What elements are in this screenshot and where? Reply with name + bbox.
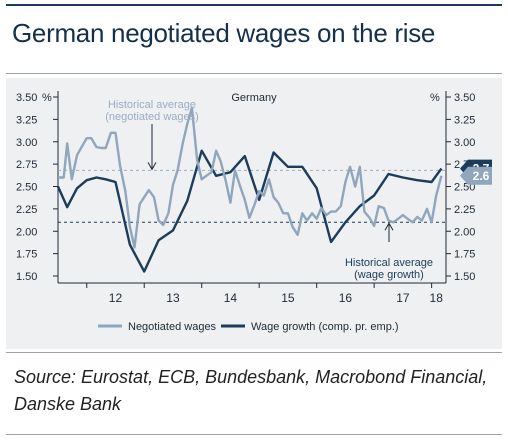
y-tick-label-left: 2.75 <box>16 159 37 171</box>
chart-title: Germany <box>231 92 277 104</box>
y-tick-label-left: 2.25 <box>16 204 37 216</box>
legend-label: Wage growth (comp. pr. emp.) <box>251 321 399 333</box>
reference-label: (negotiated wages) <box>105 111 199 123</box>
series-line <box>58 106 443 249</box>
x-tick-label: 16 <box>339 291 353 305</box>
x-tick-label: 17 <box>396 291 410 305</box>
y-tick-label-right: 3.25 <box>454 114 475 126</box>
y-tick-label-right: 2.00 <box>454 226 475 238</box>
x-tick-label: 13 <box>166 291 180 305</box>
y-tick-label-left: 2.50 <box>16 182 37 194</box>
x-tick-label: 12 <box>109 291 123 305</box>
x-tick-label: 18 <box>430 291 444 305</box>
chart-panel <box>6 78 502 349</box>
reference-label: Historical average <box>108 99 196 111</box>
series-line <box>56 149 443 273</box>
annotation-arrowhead <box>384 222 394 231</box>
end-value-tag: 2.6 <box>460 166 492 185</box>
bottom-border <box>6 434 502 435</box>
y-tick-label-left: 3.25 <box>16 114 37 126</box>
y-tick-label-right: 3.00 <box>454 137 475 149</box>
panel-bottom-rule <box>6 352 502 353</box>
y-unit-left: % <box>42 92 52 104</box>
end-value-label: 2.6 <box>473 169 490 183</box>
y-tick-label-right: 1.50 <box>454 271 475 283</box>
panel-top-rule <box>6 73 502 74</box>
reference-label: (wage growth) <box>354 269 424 281</box>
y-tick-label-left: 1.50 <box>16 271 37 283</box>
y-tick-label-left: 3.00 <box>16 137 37 149</box>
x-tick-label: 14 <box>224 291 238 305</box>
annotation-arrowhead <box>147 162 157 171</box>
reference-label: Historical average <box>345 257 433 269</box>
page-title: German negotiated wages on the rise <box>12 18 436 48</box>
y-tick-label-right: 3.50 <box>454 92 475 104</box>
top-border <box>6 4 502 6</box>
legend-label: Negotiated wages <box>128 321 217 333</box>
end-value-tag-shape <box>460 166 492 185</box>
y-tick-label-right: 1.75 <box>454 249 475 261</box>
y-tick-label-left: 1.75 <box>16 249 37 261</box>
y-tick-label-left: 2.00 <box>16 226 37 238</box>
y-tick-label-left: 3.50 <box>16 92 37 104</box>
line-chart: 3.50 3.25 3.00 2.75 2.50 2.25 2.00 1.75 1.50% 3.… <box>16 91 492 333</box>
x-tick-label: 15 <box>281 291 295 305</box>
source-note: Source: Eurostat, ECB, Bundesbank, Macro… <box>14 367 488 414</box>
y-tick-label-right: 2.25 <box>454 204 475 216</box>
label-backdrop <box>336 255 442 281</box>
y-unit-right: % <box>430 92 440 104</box>
